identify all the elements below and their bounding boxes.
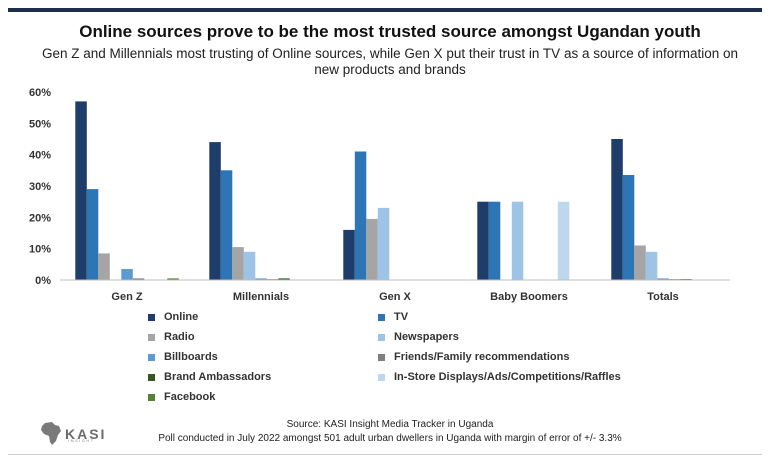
bar-billboards-gen-z — [121, 269, 133, 280]
logo-text: KASI — [65, 426, 107, 442]
x-tick-label: Baby Boomers — [490, 291, 568, 303]
top-rule — [8, 8, 762, 12]
bar-online-gen-z — [75, 101, 87, 281]
bar-online-gen-x — [343, 229, 355, 280]
legend-label: TV — [394, 311, 409, 323]
bar-billboards-totals — [657, 278, 669, 280]
y-tick-label: 40% — [29, 150, 51, 162]
africa-map-icon — [41, 422, 61, 445]
y-tick-label: 0% — [35, 275, 51, 287]
legend-label: Newspapers — [394, 331, 459, 343]
kasi-logo: KASI INSIGHT — [40, 422, 106, 446]
legend-item: In-Store Displays/Ads/Competitions/Raffl… — [378, 371, 621, 383]
legend-swatch — [378, 313, 385, 321]
bar-billboards-millennials — [255, 278, 267, 280]
x-tick-label: Gen Z — [111, 291, 142, 303]
bar-friends-family-recommendations-gen-z — [132, 278, 145, 280]
y-tick-label: 60% — [29, 87, 51, 99]
legend-swatch — [148, 313, 155, 321]
logo-subtext: INSIGHT — [68, 438, 95, 443]
bar-chart: 0%10%20%30%40%50%60% Gen Z Millennials Gen… — [29, 87, 730, 303]
legend-swatch — [148, 393, 155, 401]
y-tick-label: 20% — [29, 212, 51, 224]
legend-swatch — [378, 333, 385, 341]
legend-label: In-Store Displays/Ads/Competitions/Raffl… — [394, 371, 621, 383]
bar-online-millennials — [209, 142, 221, 280]
y-tick-label: 50% — [29, 118, 51, 130]
bars — [75, 101, 692, 281]
bar-tv-totals — [622, 175, 635, 280]
bar-brand-ambassadors-millennials — [278, 278, 290, 280]
legend-swatch — [148, 373, 155, 381]
chart-subtitle: Gen Z and Millennials most trusting of O… — [41, 46, 739, 77]
legend-label: Billboards — [164, 351, 218, 363]
bar-tv-gen-x — [354, 151, 367, 280]
legend-swatch — [378, 373, 385, 381]
bottom-rule — [8, 454, 762, 455]
legend-label: Brand Ambassadors — [164, 371, 272, 383]
legend-swatch — [148, 333, 155, 341]
legend-item: Newspapers — [378, 331, 459, 343]
chart-title: Online sources prove to be the most trus… — [79, 22, 701, 41]
x-tick-label: Totals — [647, 291, 679, 303]
bar-radio-gen-z — [98, 253, 110, 280]
source-note: Source: KASI Insight Media Tracker in Ug… — [0, 418, 780, 446]
legend-item: TV — [378, 311, 408, 323]
bar-newspapers-millennials — [243, 251, 256, 280]
legend-label: Facebook — [164, 391, 216, 403]
x-tick-label: Millennials — [233, 291, 289, 303]
bar-radio-millennials — [232, 247, 244, 280]
x-tick-label: Gen X — [379, 291, 411, 303]
bar-radio-gen-x — [366, 218, 378, 280]
y-tick-label: 30% — [29, 181, 51, 193]
bar-in-store-displays-ads-competitions-raffles-baby-boomers — [557, 201, 570, 280]
legend-item: Facebook — [148, 391, 215, 403]
x-axis-labels: Gen Z Millennials Gen X Baby Boomers Totals — [111, 291, 678, 303]
bar-newspapers-gen-x — [377, 207, 390, 280]
legend-item: Online — [148, 311, 198, 323]
bar-facebook-gen-z — [167, 278, 179, 280]
bar-online-baby-boomers — [477, 201, 489, 280]
y-tick-label: 10% — [29, 244, 51, 256]
legend-item: Friends/Family recommendations — [378, 351, 569, 363]
legend-item: Brand Ambassadors — [148, 371, 271, 383]
legend-label: Online — [164, 311, 199, 323]
legend-item: Radio — [148, 331, 195, 343]
y-axis: 0% 10% 20% 30% 40% 50% 60% — [29, 87, 51, 287]
legend-label: Radio — [164, 331, 195, 343]
bar-tv-millennials — [220, 170, 233, 280]
bar-radio-totals — [634, 245, 646, 280]
bar-newspapers-baby-boomers — [511, 201, 524, 280]
legend-swatch — [148, 353, 155, 361]
legend-item: Billboards — [148, 351, 218, 363]
bar-online-totals — [611, 139, 623, 280]
bar-newspapers-totals — [645, 251, 658, 280]
bar-tv-baby-boomers — [488, 201, 501, 280]
bar-tv-gen-z — [86, 189, 99, 280]
source-line: Source: KASI Insight Media Tracker in Ug… — [286, 419, 494, 430]
poll-note: Poll conducted in July 2022 amongst 501 … — [158, 433, 622, 444]
legend-swatch — [378, 353, 385, 361]
legend-label: Friends/Family recommendations — [394, 351, 570, 363]
